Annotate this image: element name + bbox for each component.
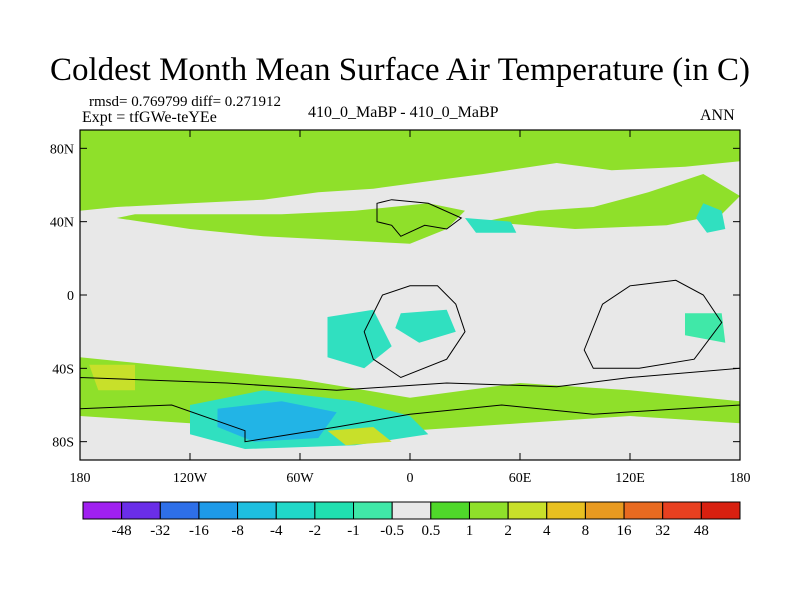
contour-region-1 (116, 203, 465, 244)
colorbar-swatch-4 (237, 501, 277, 520)
colorbar-label-2: -16 (189, 523, 209, 539)
expt-text: Expt = tfGWe-teYEe (82, 109, 217, 126)
colorbar-label-10: 2 (504, 523, 512, 539)
land-outline-3 (79, 367, 741, 443)
y-tick-label-2: 0 (67, 289, 74, 304)
colorbar-swatch-15 (662, 501, 702, 520)
x-tick-label-0: 180 (70, 471, 91, 486)
colorbar-label-1: -32 (150, 523, 170, 539)
colorbar-swatch-11 (507, 501, 548, 520)
land-outline-1 (363, 285, 466, 379)
colorbar-label-8: 0.5 (421, 523, 440, 539)
x-tick-label-3: 0 (407, 471, 414, 486)
land-outline-2 (583, 279, 723, 369)
x-tick-label-1: 120W (173, 471, 208, 486)
colorbar-swatch-6 (314, 501, 355, 520)
contour-region-11 (89, 364, 135, 391)
contour-region-0 (80, 130, 740, 211)
contour-region-10 (685, 313, 726, 343)
colorbar-label-7: -0.5 (380, 523, 404, 539)
colorbar-label-11: 4 (543, 523, 551, 539)
y-tick-label-1: 40N (50, 216, 74, 231)
colorbar-swatch-14 (623, 501, 664, 520)
colorbar-swatch-1 (121, 501, 161, 520)
contour-region-6 (327, 309, 392, 369)
colorbar-label-12: 8 (582, 523, 590, 539)
colorbar-label-9: 1 (466, 523, 474, 539)
colorbar-swatch-10 (468, 501, 509, 520)
x-tick-label-6: 180 (730, 471, 751, 486)
center-label: 410_0_MaBP - 410_0_MaBP (308, 104, 499, 121)
colorbar-label-14: 32 (655, 523, 670, 539)
y-tick-label-3: 40S (52, 362, 74, 377)
x-tick-label-4: 60E (509, 471, 532, 486)
stats-text: rmsd= 0.769799 diff= 0.271912 (89, 94, 282, 110)
x-tick-label-5: 120E (615, 471, 645, 486)
land-outline-0 (376, 199, 463, 237)
colorbar-label-13: 16 (617, 523, 633, 539)
colorbar-swatch-5 (275, 501, 316, 520)
colorbar-label-6: -1 (347, 523, 360, 539)
y-tick-label-4: 80S (52, 436, 74, 451)
x-tick-label-2: 60W (286, 471, 314, 486)
colorbar-label-3: -8 (231, 523, 244, 539)
colorbar-label-5: -2 (309, 523, 322, 539)
season-label: ANN (700, 107, 735, 124)
contour-region-9 (465, 218, 517, 233)
colorbar-swatch-16 (700, 501, 741, 520)
colorbar-swatch-3 (198, 501, 239, 520)
colorbar-swatch-13 (584, 501, 625, 520)
colorbar-swatch-8 (391, 501, 432, 520)
y-tick-label-0: 80N (50, 142, 74, 157)
colorbar-swatch-7 (353, 501, 393, 520)
contour-region-7 (395, 309, 456, 343)
colorbar-swatch-12 (546, 501, 586, 520)
colorbar-label-4: -4 (270, 523, 283, 539)
contour-region-8 (696, 203, 726, 233)
colorbar-swatch-9 (430, 501, 470, 520)
contour-region-12 (327, 427, 392, 446)
chart-title: Coldest Month Mean Surface Air Temperatu… (50, 52, 750, 88)
colorbar-swatch-2 (159, 501, 200, 520)
colorbar-label-15: 48 (694, 523, 709, 539)
colorbar-label-0: -48 (112, 523, 132, 539)
contour-region-2 (483, 174, 740, 229)
colorbar-swatch-0 (82, 501, 123, 520)
